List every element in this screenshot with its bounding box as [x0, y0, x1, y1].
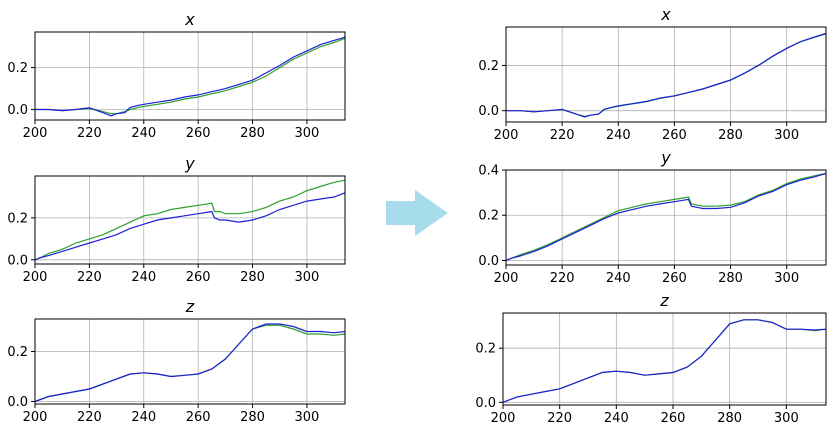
x-tick-label: 200: [494, 128, 519, 143]
x-tick-label: 240: [131, 126, 156, 141]
y-tick-label: 0.0: [475, 396, 496, 411]
x-tick-label: 300: [774, 128, 799, 143]
x-tick-label: 300: [774, 271, 799, 286]
subplot-title: z: [185, 297, 195, 316]
x-tick-label: 260: [661, 411, 686, 426]
subplot-left-z: 200 220 240 260 280 300 0.0 0.2 z: [7, 297, 346, 425]
y-tick-label: 0.2: [475, 342, 496, 357]
series-line-blue: [34, 192, 346, 261]
x-tick-label: 260: [186, 270, 211, 285]
x-tick-label: 240: [606, 128, 631, 143]
x-tick-label: 240: [604, 411, 629, 426]
y-tick-label: 0.2: [478, 209, 499, 224]
x-tick-label: 200: [23, 410, 48, 425]
x-tick-label: 260: [186, 410, 211, 425]
x-tick-label: 200: [494, 271, 519, 286]
subplot-title: z: [659, 291, 669, 310]
x-tick-label: 280: [240, 410, 265, 425]
y-tick-label: 0.0: [7, 395, 28, 410]
x-tick-label: 220: [77, 270, 102, 285]
subplot-panels: 200 220 240 260 280 300 0.0 0.2 x 200 220 240 260 280…: [7, 5, 827, 426]
x-tick-label: 220: [550, 128, 575, 143]
subplot-title: x: [184, 10, 195, 29]
x-tick-label: 200: [23, 270, 48, 285]
x-tick-label: 280: [240, 126, 265, 141]
y-tick-label: 0.2: [7, 61, 28, 76]
axes-frame: [505, 169, 827, 266]
series-line-blue: [505, 172, 827, 262]
axes-frame: [34, 318, 346, 405]
x-tick-label: 280: [718, 271, 743, 286]
y-tick-label: 0.2: [7, 211, 28, 226]
x-tick-label: 300: [295, 410, 320, 425]
series-line-blue: [34, 323, 346, 403]
y-tick-label: 0.2: [7, 345, 28, 360]
x-tick-label: 220: [547, 411, 572, 426]
y-tick-label: 0.2: [478, 59, 499, 74]
x-tick-label: 220: [77, 126, 102, 141]
series-line-green: [505, 172, 827, 262]
series-line-blue: [35, 36, 346, 117]
subplot-right-x: 200 220 240 260 280 300 0.0 0.2 x: [478, 5, 827, 143]
subplot-title: y: [184, 154, 195, 173]
subplot-title: x: [660, 5, 671, 24]
subplot-right-z: 200 220 240 260 280 300 0.0 0.2 z: [475, 291, 827, 426]
x-tick-label: 240: [131, 410, 156, 425]
x-tick-label: 220: [550, 271, 575, 286]
y-tick-label: 0.0: [7, 103, 28, 118]
y-tick-label: 0.0: [478, 104, 499, 119]
right-arrow-icon: [386, 190, 448, 236]
subplot-title: y: [660, 148, 671, 167]
x-tick-label: 280: [718, 128, 743, 143]
series-line-green: [506, 33, 827, 117]
y-tick-label: 0.0: [7, 253, 28, 268]
x-tick-label: 240: [606, 271, 631, 286]
x-tick-label: 260: [662, 271, 687, 286]
series-line-green: [35, 37, 346, 115]
y-tick-label: 0.4: [478, 164, 499, 179]
x-tick-label: 280: [717, 411, 742, 426]
subplot-left-y: 200 220 240 260 280 300 0.0 0.2 y: [7, 154, 346, 285]
x-tick-label: 280: [240, 270, 265, 285]
x-tick-label: 220: [77, 410, 102, 425]
y-tick-label: 0.0: [478, 254, 499, 269]
x-tick-label: 200: [491, 411, 516, 426]
arrow-layer: [386, 190, 448, 236]
x-tick-label: 300: [295, 126, 320, 141]
x-tick-label: 300: [774, 411, 799, 426]
series-line-green: [34, 179, 346, 261]
x-tick-label: 260: [186, 126, 211, 141]
axes-frame: [505, 26, 827, 123]
subplot-right-y: 200 220 240 260 280 300 0.0 0.2 0.4 y: [478, 148, 827, 286]
axes-frame: [502, 312, 827, 406]
axes-frame: [34, 31, 346, 121]
series-line-blue: [506, 32, 827, 118]
subplot-left-x: 200 220 240 260 280 300 0.0 0.2 x: [7, 10, 346, 141]
series-line-blue: [502, 319, 827, 403]
axes-frame: [34, 175, 346, 265]
x-tick-label: 200: [23, 126, 48, 141]
x-tick-label: 300: [295, 270, 320, 285]
x-tick-label: 240: [131, 270, 156, 285]
x-tick-label: 260: [662, 128, 687, 143]
